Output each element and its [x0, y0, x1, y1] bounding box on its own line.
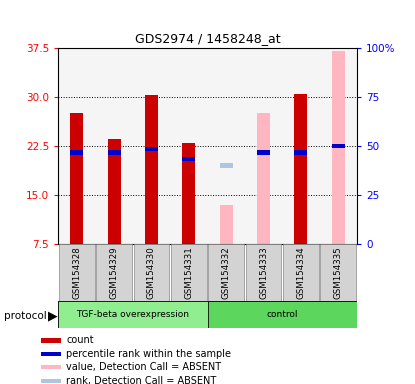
Bar — [41, 365, 61, 369]
Bar — [107, 139, 121, 244]
Text: GSM154333: GSM154333 — [259, 246, 268, 299]
Bar — [59, 244, 95, 301]
Bar — [58, 301, 208, 328]
Bar — [96, 244, 132, 301]
Bar — [294, 150, 308, 155]
Text: percentile rank within the sample: percentile rank within the sample — [66, 349, 231, 359]
Bar — [41, 379, 61, 383]
Text: TGF-beta overexpression: TGF-beta overexpression — [76, 310, 189, 319]
Bar — [294, 94, 308, 244]
Bar — [220, 205, 233, 244]
Bar — [332, 51, 345, 244]
Bar — [70, 113, 83, 244]
Text: GSM154331: GSM154331 — [184, 246, 193, 299]
Bar — [257, 150, 270, 155]
Text: rank, Detection Call = ABSENT: rank, Detection Call = ABSENT — [66, 376, 216, 384]
Text: GSM154329: GSM154329 — [110, 246, 119, 299]
Bar — [320, 244, 356, 301]
Text: value, Detection Call = ABSENT: value, Detection Call = ABSENT — [66, 362, 221, 372]
Bar — [41, 338, 61, 343]
Bar — [171, 244, 207, 301]
Bar — [182, 143, 195, 244]
Bar — [332, 144, 345, 148]
Text: count: count — [66, 336, 94, 346]
Bar — [220, 163, 233, 168]
Text: control: control — [266, 310, 298, 319]
Text: GSM154328: GSM154328 — [72, 246, 81, 299]
Bar — [208, 301, 357, 328]
Text: GSM154332: GSM154332 — [222, 246, 231, 299]
Bar — [246, 244, 281, 301]
Title: GDS2974 / 1458248_at: GDS2974 / 1458248_at — [135, 32, 280, 45]
Bar — [257, 113, 270, 244]
Bar — [70, 150, 83, 155]
Text: GSM154330: GSM154330 — [147, 246, 156, 299]
Bar — [134, 244, 169, 301]
Bar — [107, 150, 121, 155]
Bar — [283, 244, 319, 301]
Text: GSM154335: GSM154335 — [334, 246, 343, 299]
Bar — [41, 352, 61, 356]
Text: protocol: protocol — [4, 311, 47, 321]
Bar — [182, 157, 195, 161]
Bar — [145, 95, 158, 244]
Bar — [145, 147, 158, 151]
Text: GSM154334: GSM154334 — [296, 246, 305, 299]
Bar — [208, 244, 244, 301]
Text: ▶: ▶ — [48, 309, 57, 322]
